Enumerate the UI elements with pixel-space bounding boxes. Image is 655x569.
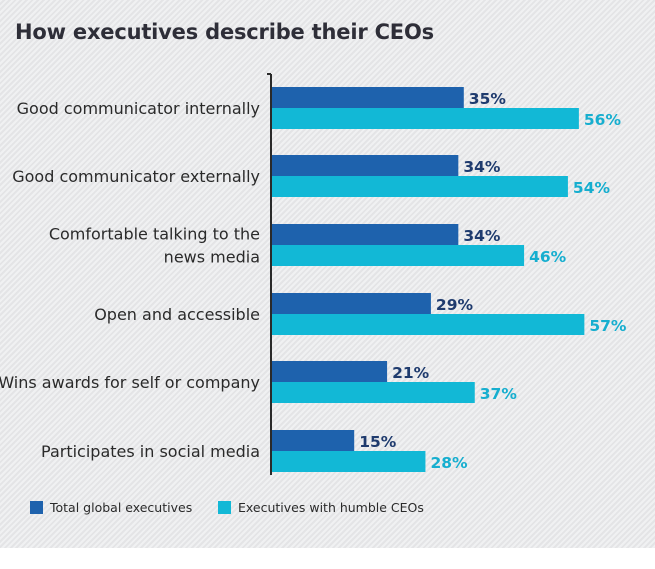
- bar-humble: [272, 176, 568, 197]
- category-label: Comfortable talking to the: [49, 225, 260, 244]
- bar-total: [272, 293, 431, 314]
- bar-total: [272, 224, 459, 245]
- data-label: 21%: [392, 364, 430, 382]
- category-label: news media: [164, 248, 260, 267]
- category-label: Wins awards for self or company: [0, 373, 260, 392]
- bar-total: [272, 155, 459, 176]
- legend-swatch: [30, 501, 43, 514]
- category-label: Good communicator externally: [12, 167, 260, 186]
- bar-humble: [272, 108, 579, 129]
- data-label: 35%: [469, 90, 507, 108]
- bar-humble: [272, 451, 426, 472]
- data-label: 34%: [463, 158, 501, 176]
- legend-label: Total global executives: [49, 500, 192, 515]
- data-label: 57%: [589, 317, 627, 335]
- category-label: Open and accessible: [94, 305, 260, 324]
- category-label: Participates in social media: [41, 442, 260, 461]
- data-label: 54%: [573, 179, 611, 197]
- bar-humble: [272, 314, 585, 335]
- bar-total: [272, 361, 388, 382]
- bar-humble: [272, 245, 525, 266]
- data-label: 34%: [463, 227, 501, 245]
- data-label: 56%: [584, 111, 622, 129]
- data-label: 15%: [359, 433, 397, 451]
- data-label: 29%: [436, 296, 474, 314]
- legend-swatch: [218, 501, 231, 514]
- data-label: 28%: [430, 454, 468, 472]
- category-label: Good communicator internally: [17, 99, 260, 118]
- bar-total: [272, 87, 464, 108]
- bar-total: [272, 430, 355, 451]
- legend-label: Executives with humble CEOs: [238, 500, 424, 515]
- bar-humble: [272, 382, 475, 403]
- data-label: 46%: [529, 248, 567, 266]
- data-label: 37%: [480, 385, 518, 403]
- chart-title: How executives describe their CEOs: [15, 20, 434, 44]
